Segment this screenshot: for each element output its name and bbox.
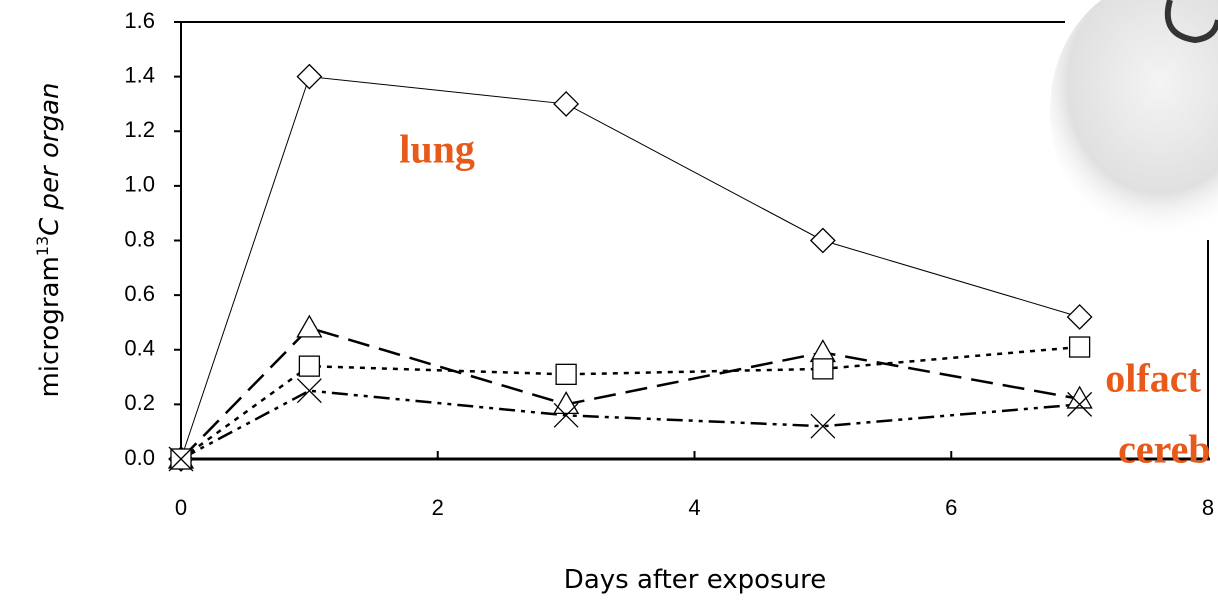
- y-axis-title-main: microgram: [35, 256, 65, 397]
- marker: [296, 314, 323, 338]
- marker: [1066, 385, 1093, 409]
- photo-fragment: [1050, 0, 1218, 240]
- y-tick-label: 0.8: [124, 226, 155, 251]
- y-tick-label: 1.0: [124, 172, 155, 197]
- marker: [168, 446, 194, 472]
- marker: [296, 63, 323, 90]
- y-axis-title-sup: 13: [33, 236, 52, 256]
- marker: [298, 355, 321, 377]
- marker: [553, 91, 580, 117]
- x-tick-label: 0: [175, 495, 187, 520]
- marker: [1066, 304, 1093, 330]
- series-line: [180, 326, 1080, 460]
- annotation: lung: [399, 126, 475, 171]
- x-axis-title: Days after exposure: [564, 565, 826, 595]
- x-tick-label: 8: [1202, 495, 1214, 520]
- annotation: olfact: [1105, 356, 1201, 401]
- marker: [810, 413, 836, 439]
- series-line: [180, 389, 1080, 461]
- y-tick-label: 0.2: [124, 390, 155, 415]
- y-tick-label: 0.0: [124, 445, 155, 470]
- marker: [1068, 336, 1091, 358]
- marker: [553, 391, 580, 415]
- marker: [296, 378, 322, 404]
- marker: [553, 402, 579, 428]
- x-tick-label: 6: [945, 495, 957, 520]
- y-axis-title: microgram13C per organ: [33, 82, 65, 397]
- y-axis-title-rest: C per organ: [35, 82, 65, 235]
- y-tick-label: 1.4: [124, 62, 155, 87]
- photo-outline: [1164, 0, 1218, 44]
- marker: [555, 363, 577, 385]
- y-tick-label: 0.4: [124, 336, 155, 361]
- annotation: cereb: [1118, 427, 1211, 472]
- y-tick-label: 1.6: [124, 8, 155, 33]
- marker: [809, 227, 836, 254]
- marker: [1067, 391, 1093, 417]
- series-line: [180, 76, 1080, 460]
- y-tick-label: 0.6: [124, 281, 155, 306]
- x-tick-label: 4: [688, 495, 700, 520]
- x-tick-label: 2: [432, 495, 444, 520]
- y-tick-label: 1.2: [124, 117, 155, 142]
- marker: [812, 358, 834, 380]
